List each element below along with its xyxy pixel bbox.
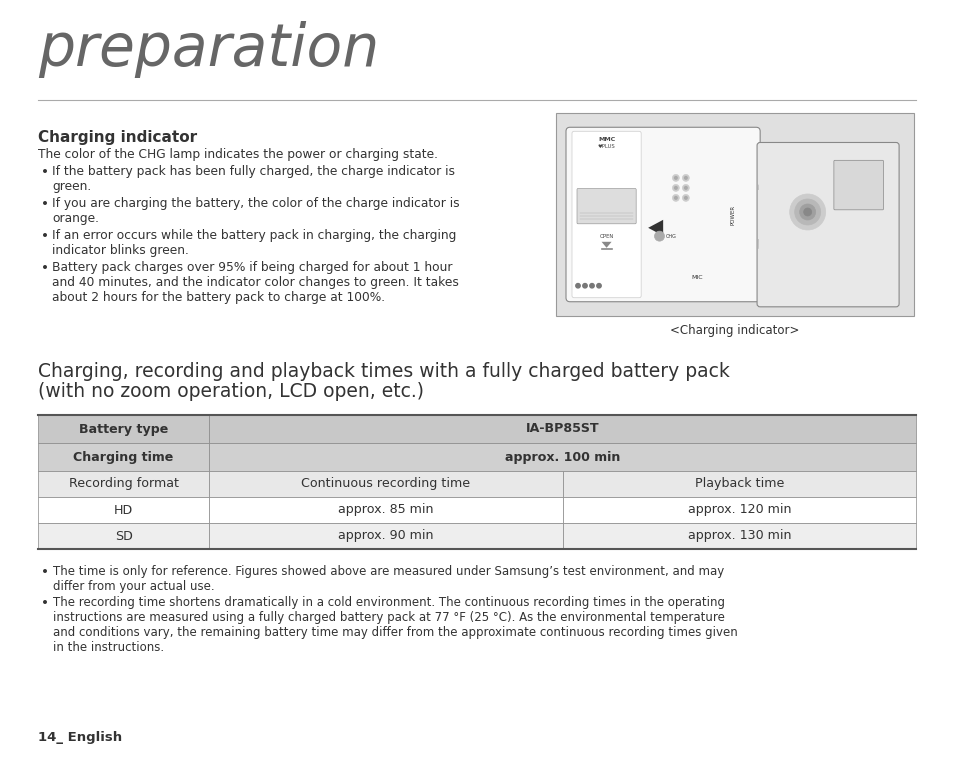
Circle shape [673,186,678,190]
Bar [38,471,209,497]
Circle shape [576,283,579,288]
Circle shape [683,176,687,180]
Text: preparation: preparation [38,21,379,78]
Bar [209,415,915,443]
Text: •: • [41,597,49,611]
Circle shape [673,176,678,180]
Bar [562,497,915,523]
FancyBboxPatch shape [565,127,760,302]
Text: •: • [41,229,49,243]
Polygon shape [647,220,662,236]
Circle shape [802,208,811,216]
Text: SD: SD [114,529,132,542]
Circle shape [799,204,815,220]
Circle shape [673,196,678,200]
Text: approx. 130 min: approx. 130 min [687,529,790,542]
Bar [562,471,915,497]
Circle shape [794,199,820,225]
Text: ♥PLUS: ♥PLUS [598,144,615,149]
Text: Playback time: Playback time [694,477,783,490]
Circle shape [681,175,689,182]
Text: If an error occurs while the battery pack in charging, the charging
indicator bl: If an error occurs while the battery pac… [52,229,456,257]
Text: 14_ English: 14_ English [38,731,122,744]
Text: Charging indicator: Charging indicator [38,130,197,145]
Text: Continuous recording time: Continuous recording time [301,477,470,490]
Text: Battery pack charges over 95% if being charged for about 1 hour
and 40 minutes, : Battery pack charges over 95% if being c… [52,261,458,304]
Circle shape [683,186,687,190]
Circle shape [672,195,679,201]
Text: IA-BP85ST: IA-BP85ST [525,423,598,436]
Text: HD: HD [113,503,133,516]
Text: POWER: POWER [729,205,734,224]
Bar [38,415,209,443]
Text: •: • [41,165,49,179]
Text: approx. 120 min: approx. 120 min [687,503,790,516]
Text: approx. 100 min: approx. 100 min [504,450,619,463]
Text: CHG: CHG [665,234,676,239]
Bar [562,523,915,549]
Circle shape [597,283,600,288]
Text: The recording time shortens dramatically in a cold environment. The continuous r: The recording time shortens dramatically… [53,597,737,654]
Text: The color of the CHG lamp indicates the power or charging state.: The color of the CHG lamp indicates the … [38,148,437,161]
Text: OPEN: OPEN [598,234,613,240]
Text: Charging time: Charging time [73,450,173,463]
Circle shape [582,283,587,288]
Bar [38,497,209,523]
Text: The time is only for reference. Figures showed above are measured under Samsung’: The time is only for reference. Figures … [53,565,723,593]
Bar [38,523,209,549]
Circle shape [672,185,679,192]
Circle shape [681,185,689,192]
Text: •: • [41,261,49,275]
Text: approx. 90 min: approx. 90 min [337,529,434,542]
Text: If you are charging the battery, the color of the charge indicator is
orange.: If you are charging the battery, the col… [52,197,459,225]
FancyBboxPatch shape [757,142,898,307]
Text: •: • [41,197,49,211]
Bar [209,471,562,497]
Bar [209,443,915,471]
Text: approx. 85 min: approx. 85 min [337,503,434,516]
Text: Charging, recording and playback times with a fully charged battery pack: Charging, recording and playback times w… [38,362,729,381]
Circle shape [654,231,664,241]
Circle shape [681,195,689,201]
Circle shape [672,175,679,182]
FancyBboxPatch shape [833,160,882,210]
Circle shape [589,283,594,288]
Circle shape [683,196,687,200]
Polygon shape [601,242,611,247]
Text: Recording format: Recording format [69,477,178,490]
Text: (with no zoom operation, LCD open, etc.): (with no zoom operation, LCD open, etc.) [38,382,423,401]
Bar [209,523,562,549]
Text: MMC: MMC [598,137,615,142]
Text: MIC: MIC [691,275,702,280]
Bar [38,443,209,471]
Text: Battery type: Battery type [79,423,168,436]
Text: If the battery pack has been fully charged, the charge indicator is
green.: If the battery pack has been fully charg… [52,165,455,193]
FancyBboxPatch shape [577,188,636,224]
Bar [556,113,913,316]
FancyBboxPatch shape [572,131,640,298]
Text: •: • [41,565,49,579]
Circle shape [789,194,824,230]
Text: <Charging indicator>: <Charging indicator> [670,324,799,337]
Bar [209,497,562,523]
